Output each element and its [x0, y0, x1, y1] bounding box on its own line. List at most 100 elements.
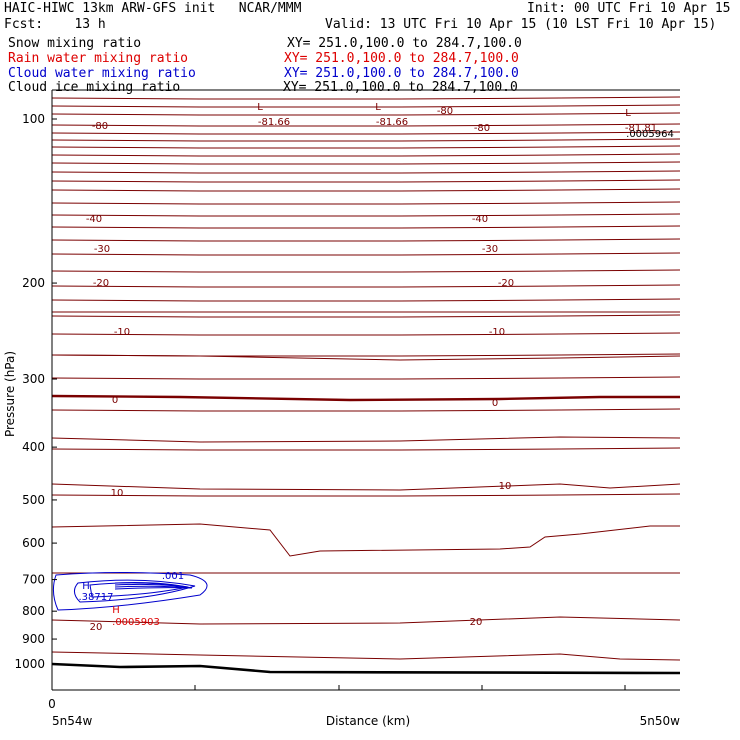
isotherm-line	[51, 493, 681, 497]
low-marker: L	[375, 102, 381, 113]
isotherm-line	[51, 354, 681, 361]
field-name-cloudwater: Cloud water mixing ratio	[8, 66, 196, 81]
isotherm-line	[51, 123, 681, 127]
isotherm-line	[51, 314, 681, 318]
y-axis: 100 200 300 400 500 600 700 800 900 1000	[14, 112, 57, 671]
chart-title: HAIC-HIWC 13km ARW-GFS init NCAR/MMM	[4, 1, 302, 16]
field-name-rain: Rain water mixing ratio	[8, 51, 189, 66]
isotherm-line	[51, 376, 681, 380]
low-marker: L	[625, 108, 631, 119]
isotherm-line	[51, 104, 681, 108]
isotherm-line	[51, 616, 681, 625]
isotherm-zero-line	[51, 394, 680, 402]
isotherm-line	[51, 161, 681, 165]
contour-label: -20	[498, 278, 514, 289]
isotherm-line	[51, 153, 681, 157]
y-tick-label: 200	[22, 276, 45, 290]
contour-label: 10	[111, 488, 124, 499]
y-tick-label: 500	[22, 493, 45, 507]
contour-label: -80	[437, 106, 453, 117]
isotherm-line	[51, 252, 681, 256]
valid-time: Valid: 13 UTC Fri 10 Apr 15 (10 LST Fri …	[325, 17, 717, 32]
field-xy-cloudice: XY= 251.0,100.0 to 284.7,100.0	[283, 80, 518, 95]
y-tick-label: 800	[22, 604, 45, 618]
y-tick-label: 700	[22, 573, 45, 587]
y-tick-label: 400	[22, 440, 45, 454]
isotherm-line	[51, 523, 680, 557]
rain-max-value: .0005903	[112, 617, 160, 628]
field-xy-cloudwater: XY= 251.0,100.0 to 284.7,100.0	[284, 66, 519, 81]
isotherm-line	[51, 170, 681, 174]
cloud-water-contour	[52, 572, 208, 611]
contour-label: 0	[112, 395, 118, 406]
isotherm-line	[51, 138, 681, 142]
contour-label: 10	[499, 481, 512, 492]
isotherm-line	[51, 298, 681, 302]
init-time: Init: 00 UTC Fri 10 Apr 15	[527, 1, 731, 16]
rain-max-marker: H	[112, 605, 120, 616]
contour-label: -40	[86, 214, 102, 225]
x-tick-label-0: 0	[48, 697, 56, 711]
contour-label: -20	[93, 278, 109, 289]
y-tick-label: 600	[22, 536, 45, 550]
cloud-water-contour	[74, 579, 196, 603]
isotherm-line	[51, 145, 681, 149]
contour-label: 20	[90, 622, 103, 633]
isotherm-line	[51, 436, 681, 443]
x-axis	[51, 685, 626, 690]
contour-labels: -80 -81.66 -81.66 -80 -81.81 -80 -40 -40 -30 -30 -…	[79, 102, 674, 633]
contour-label: -81.66	[376, 117, 408, 128]
temperature-contours	[51, 96, 681, 661]
contour-label: 20	[470, 617, 483, 628]
contour-label: -10	[114, 327, 130, 338]
isotherm-line	[51, 284, 681, 288]
contour-label: -10	[489, 327, 505, 338]
isotherm-line	[51, 201, 681, 205]
isotherm-line	[51, 112, 681, 116]
isotherm-line	[51, 651, 681, 661]
cloud-water-contour	[114, 587, 193, 590]
isotherm-line	[51, 408, 681, 412]
isotherm-line	[51, 188, 681, 192]
x-end-label-left: 5n54w	[52, 714, 93, 728]
y-axis-label: Pressure (hPa)	[3, 351, 17, 437]
x-axis-label: Distance (km)	[326, 714, 410, 728]
isotherm-line	[51, 213, 681, 217]
field-name-cloudice: Cloud ice mixing ratio	[8, 80, 181, 95]
contour-label: -30	[94, 244, 110, 255]
y-tick-label: 100	[22, 112, 45, 126]
terrain-line	[51, 662, 681, 675]
isotherm-line	[51, 225, 681, 229]
contour-label: -81.81	[625, 123, 657, 134]
plot-frame	[51, 89, 680, 691]
isotherm-line	[51, 483, 681, 491]
field-name-snow: Snow mixing ratio	[8, 36, 142, 51]
cloud-water-contour-label: .001	[162, 571, 184, 582]
isotherm-line	[51, 269, 681, 273]
y-tick-label: 300	[22, 372, 45, 386]
forecast-hour: Fcst: 13 h	[4, 17, 106, 32]
x-end-label-right: 5n50w	[640, 714, 681, 728]
contour-label: -40	[472, 214, 488, 225]
contour-label: -30	[482, 244, 498, 255]
isotherm-line	[51, 179, 681, 183]
terrain-surface-line	[51, 662, 681, 675]
y-tick-label: 1000	[14, 657, 45, 671]
isotherm-line	[51, 447, 681, 451]
isotherm-line	[51, 131, 681, 135]
cloud-water-max-marker: H	[82, 581, 90, 592]
isotherm-line	[51, 238, 681, 242]
isotherm-line	[51, 96, 681, 100]
field-xy-rain: XY= 251.0,100.0 to 284.7,100.0	[284, 51, 519, 66]
y-tick-label: 900	[22, 632, 45, 646]
cloud-water-contours	[52, 572, 208, 611]
contour-label: -80	[474, 123, 490, 134]
field-xy-snow: XY= 251.0,100.0 to 284.7,100.0	[287, 36, 522, 51]
low-marker: L	[257, 102, 263, 113]
contour-label: -80	[92, 121, 108, 132]
contour-label: -81.66	[258, 117, 290, 128]
cloud-water-max-value: .38717	[79, 592, 114, 603]
contour-label: 0	[492, 398, 498, 409]
extrema-value: .0005964	[626, 129, 674, 140]
